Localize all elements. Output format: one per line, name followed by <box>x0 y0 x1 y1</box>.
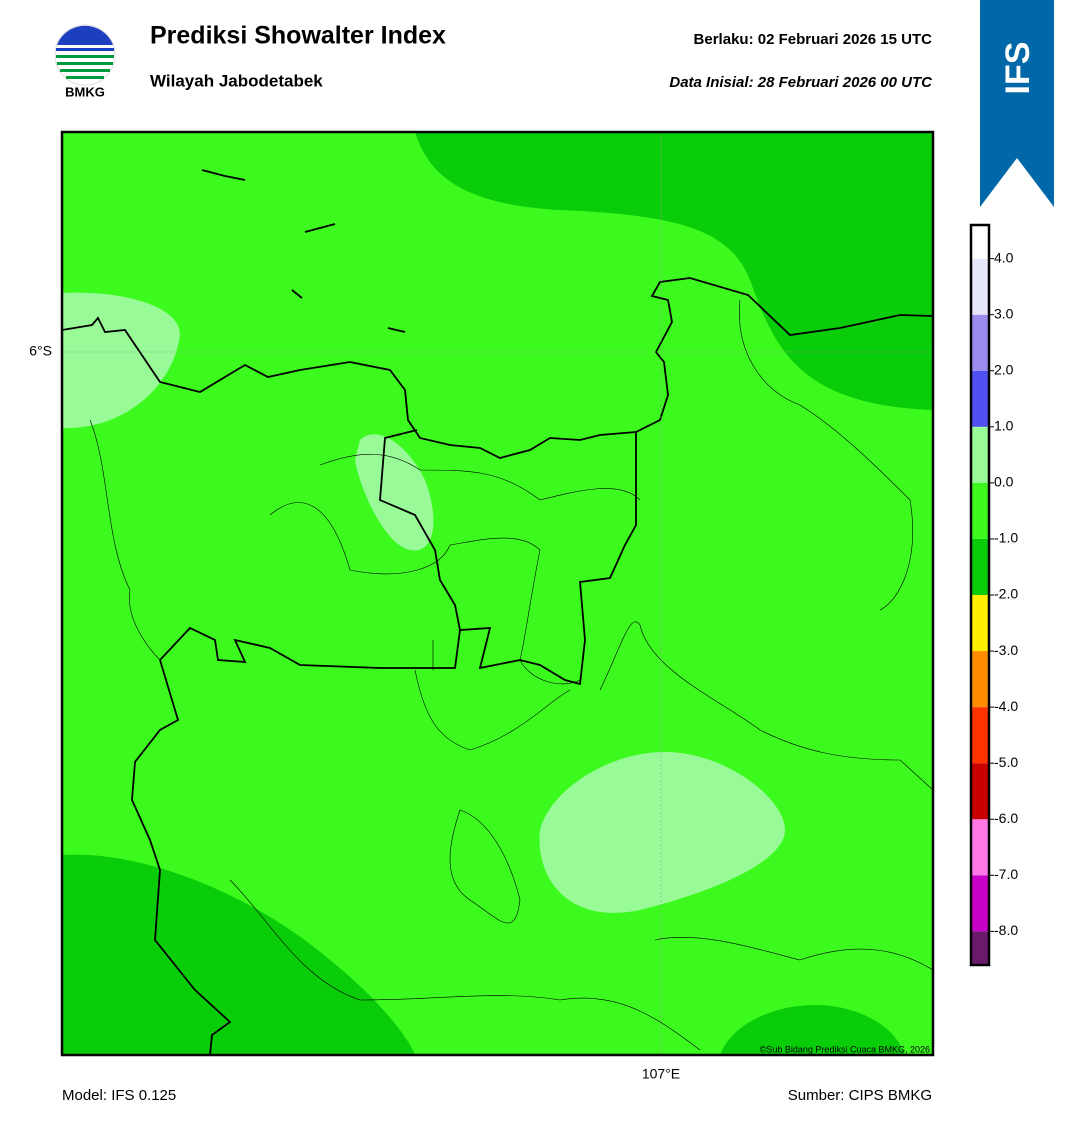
colorbar-segment <box>971 370 989 427</box>
colorbar-tick-label: -7.0 <box>994 866 1018 882</box>
lat-label: 6°S <box>29 343 52 359</box>
colorbar-segment <box>971 482 989 539</box>
logo-text: BMKG <box>65 84 105 99</box>
colorbar-segment <box>971 931 989 965</box>
colorbar-tick-label: 2.0 <box>994 361 1014 377</box>
colorbar-segment <box>971 651 989 708</box>
model-label: Model: IFS 0.125 <box>62 1087 176 1104</box>
map-frame <box>60 130 935 1057</box>
colorbar-segment <box>971 819 989 876</box>
colorbar-tick-label: -4.0 <box>994 698 1018 714</box>
colorbar-tick-label: -6.0 <box>994 810 1018 826</box>
colorbar-tick-label: -5.0 <box>994 754 1018 770</box>
copyright: ©Sub Bidang Prediksi Cuaca BMKG, 2026 <box>760 1044 930 1054</box>
colorbar-tick-label: -8.0 <box>994 922 1018 938</box>
colorbar-tick-label: 1.0 <box>994 418 1014 434</box>
colorbar-segment <box>971 258 989 315</box>
colorbar-segment <box>971 225 989 259</box>
colorbar-segment <box>971 875 989 932</box>
colorbar-segment <box>971 763 989 820</box>
subtitle: Wilayah Jabodetabek <box>150 71 323 90</box>
lon-label: 107°E <box>642 1066 680 1082</box>
colorbar-segment <box>971 538 989 595</box>
colorbar-segment <box>971 426 989 483</box>
logo: BMKG <box>54 24 116 99</box>
colorbar-segment <box>971 707 989 764</box>
banner-text: IFS <box>999 42 1037 95</box>
colorbar-tick-label: 0.0 <box>994 474 1014 490</box>
colorbar-segment <box>971 314 989 371</box>
colorbar-tick-label: 4.0 <box>994 249 1014 265</box>
valid-time: Berlaku: 02 Februari 2026 15 UTC <box>694 31 933 48</box>
colorbar-tick-label: 3.0 <box>994 305 1014 321</box>
colorbar-tick-label: -3.0 <box>994 642 1018 658</box>
init-time: Data Inisial: 28 Februari 2026 00 UTC <box>669 74 933 91</box>
title: Prediksi Showalter Index <box>150 22 446 50</box>
map-area: ©Sub Bidang Prediksi Cuaca BMKG, 2026 <box>62 132 933 1055</box>
colorbar-segment <box>971 595 989 652</box>
coastline-borders <box>62 169 933 1055</box>
source-label: Sumber: CIPS BMKG <box>788 1087 932 1104</box>
colorbar-tick-label: -1.0 <box>994 530 1018 546</box>
graticule <box>62 132 933 1055</box>
banner <box>980 0 1054 207</box>
district-borders <box>89 299 933 1051</box>
colorbar-tick-label: -2.0 <box>994 586 1018 602</box>
